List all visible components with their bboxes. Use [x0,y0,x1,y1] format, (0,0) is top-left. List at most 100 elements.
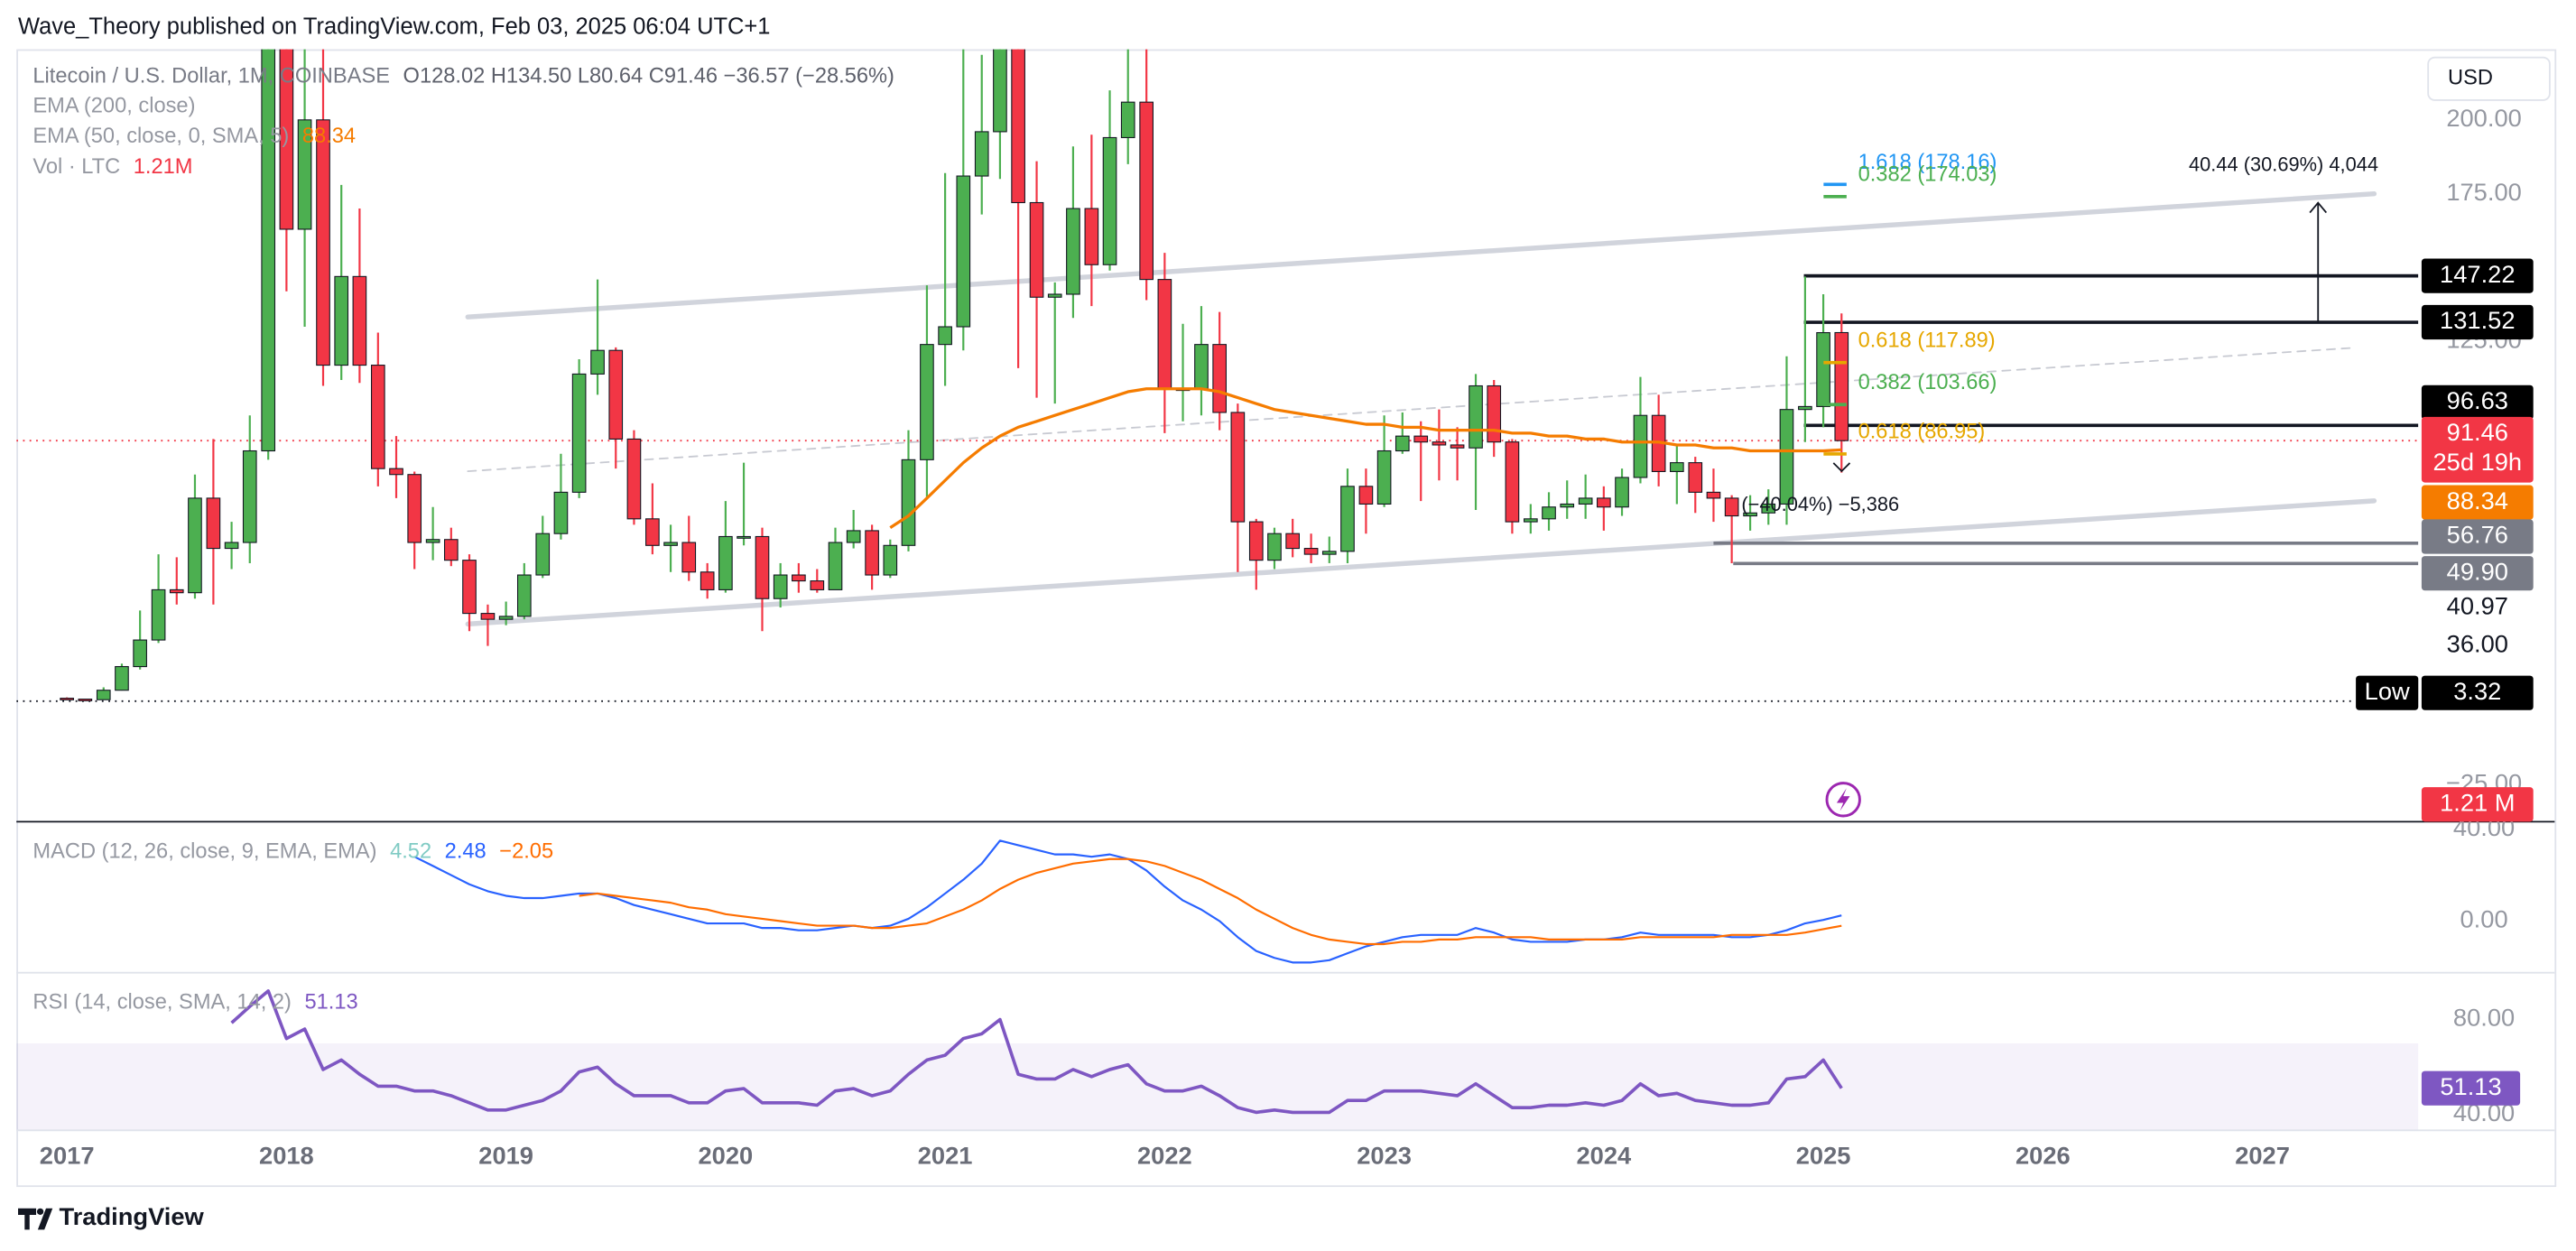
candle-body [1450,444,1465,449]
indicator [16,989,2419,1130]
candle-body [1578,497,1593,505]
candle-body [1011,49,1025,204]
candle-body [425,539,440,543]
legend-text: Vol · LTC [32,155,120,179]
candle-body [96,690,111,700]
candle-body [1706,491,1721,499]
fib-label: 0.618 (117.89) [1858,329,1996,352]
candle-body [370,365,385,469]
candle-body [516,574,532,617]
candle-body [865,530,879,576]
icon-bolt[interactable] [1836,788,1850,811]
x-tick-label: 2021 [918,1142,973,1170]
candle-body [901,459,916,546]
replay-icon[interactable] [1825,782,1861,818]
measure-arrowhead [1832,462,1851,473]
measure-label: 40.44 (30.69%) 4,044 [2189,153,2378,175]
x-tick-label: 2023 [1357,1142,1412,1170]
candle-body [1542,506,1556,520]
x-tick-label: 2025 [1796,1142,1851,1170]
legend-text: MACD (12, 26, close, 9, EMA, EMA) [32,839,376,863]
candle-body [407,474,422,543]
candle-body [792,574,806,582]
x-tick-label: 2024 [1576,1142,1632,1170]
measure-label: (−40.04%) −5,386 [1741,493,1899,515]
x-tick-label: 2017 [40,1142,95,1170]
candle-body [1816,332,1830,407]
candle-body [1743,512,1757,517]
candle-body [773,574,788,599]
currency-box[interactable] [2427,56,2551,101]
trendline [465,190,2377,320]
trendline [465,498,2377,627]
candle-body [608,349,624,440]
price-label: 36.00 [2447,629,2508,657]
candle-body [755,535,770,599]
candle-body [151,588,166,641]
candles [60,49,1849,701]
legend-text: O128.02 H134.50 L80.64 C91.46 −36.57 (−2… [403,65,894,88]
candle-body [60,698,74,700]
candle-body [1469,385,1483,449]
candle-body [1194,344,1209,390]
candle-body [242,449,257,543]
candle-body [1102,136,1117,265]
indicator [413,839,1842,964]
candle-body [1395,435,1410,452]
candle-body [188,497,202,594]
candle-body [1761,503,1776,514]
candle-body [535,533,551,576]
candle-body [956,175,971,328]
candle-body [1084,208,1099,265]
candle-body [1120,101,1135,139]
brand-logo [18,1208,53,1230]
candle-body [78,699,93,701]
x-tick-label: 2019 [478,1142,533,1170]
rsi-value: 51.13 [2440,1072,2501,1100]
legend-text: 4.52 [390,839,431,863]
brand: TradingView [18,1202,205,1230]
trendline [467,347,2351,473]
candle-body [389,468,403,476]
candle-body [352,275,367,366]
rsi-band [16,1042,2419,1130]
currency-button[interactable]: USD [2427,56,2551,101]
price-label: 40.97 [2447,592,2508,620]
rsi-value-box [2421,1070,2521,1106]
candle-body [498,616,514,620]
candle-body [1505,441,1520,523]
ema-line [889,387,1842,530]
price-label: 56.76 [2447,521,2508,549]
candle-body [1597,497,1611,508]
candle-body [1340,486,1355,552]
candle-body [718,535,733,590]
price-label-box [2421,519,2534,554]
candle-body [1432,441,1447,446]
price-tag-box [2356,675,2419,710]
legend-text: 1.21M [134,155,193,179]
candle-body [133,639,147,668]
candle-body [261,49,276,452]
candle-body [590,349,605,375]
brand-name: TradingView [60,1202,205,1230]
x-tick-label: 2027 [2235,1142,2290,1170]
candle-body [334,275,349,366]
candle-body [1560,503,1575,508]
price-label-box [2421,485,2534,520]
legend-text: 2.48 [445,839,486,863]
candle-body [920,344,934,460]
x-tick-label: 2022 [1137,1142,1192,1170]
price-label-box [2421,258,2534,293]
y-tick-label: 80.00 [2453,1004,2515,1032]
brand-logo-dot [36,1208,44,1215]
legend-text: RSI (14, close, SMA, 14, 2) [32,991,292,1015]
legend-text: EMA (50, close, 0, SMA, 5) [32,125,289,148]
currency[interactable]: USD [2448,67,2493,90]
countdown: 25d 19h [2432,448,2522,476]
candle-body [737,535,751,539]
candle-body [626,438,642,520]
candle-body [169,588,184,594]
candle-body [828,542,843,590]
levels [16,273,2419,702]
